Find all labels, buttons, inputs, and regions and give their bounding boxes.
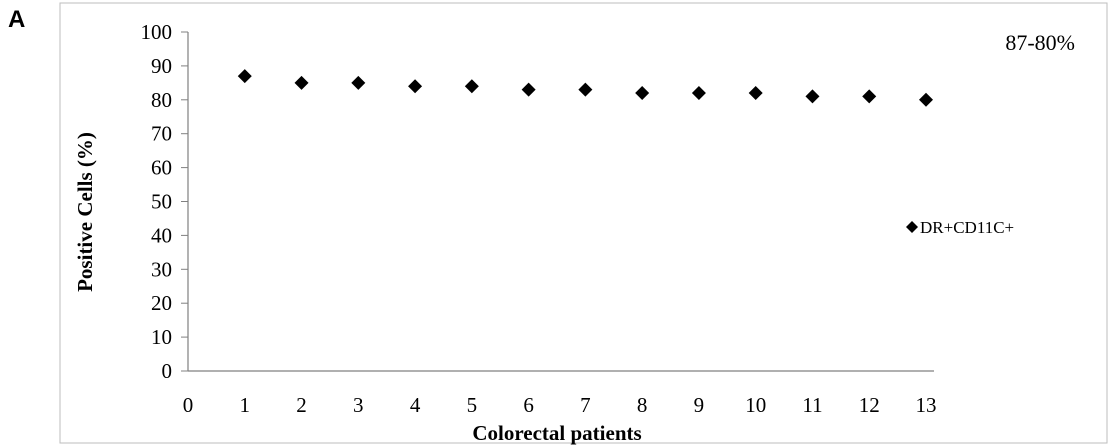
data-point — [635, 86, 650, 101]
chart-annotation: 87-80% — [1005, 30, 1075, 55]
x-tick-label: 0 — [183, 393, 194, 417]
x-tick-label: 10 — [745, 393, 766, 417]
y-tick-label: 60 — [151, 156, 172, 180]
x-tick-label: 9 — [694, 393, 705, 417]
data-point — [408, 79, 423, 94]
data-point — [919, 92, 933, 107]
y-tick-label: 50 — [151, 190, 172, 214]
x-tick-label: 1 — [240, 393, 251, 417]
x-axis-title: Colorectal patients — [472, 421, 641, 445]
data-point — [805, 89, 820, 104]
y-tick-label: 30 — [151, 257, 172, 281]
data-point — [237, 69, 252, 84]
y-tick-label: 10 — [151, 325, 172, 349]
x-tick-label: 7 — [580, 393, 591, 417]
x-tick-label: 5 — [467, 393, 478, 417]
y-tick-label: 40 — [151, 223, 172, 247]
data-point — [294, 75, 309, 90]
y-tick-label: 70 — [151, 122, 172, 146]
panel-label: A — [8, 6, 26, 33]
legend-marker-diamond-icon — [906, 221, 918, 233]
legend: DR+CD11C+ — [906, 218, 1014, 237]
data-point — [578, 82, 593, 97]
y-tick-label: 20 — [151, 291, 172, 315]
x-tick-label: 4 — [410, 393, 421, 417]
y-tick-label: 0 — [162, 359, 173, 383]
y-axis-title: Positive Cells (%) — [73, 132, 97, 292]
x-tick-label: 8 — [637, 393, 648, 417]
data-point — [862, 89, 877, 104]
legend-label: DR+CD11C+ — [920, 218, 1014, 237]
data-point — [351, 75, 366, 90]
x-tick-label: 3 — [353, 393, 364, 417]
data-point — [748, 86, 763, 101]
y-tick-label: 100 — [141, 20, 173, 44]
y-tick-label: 80 — [151, 88, 172, 112]
x-tick-label: 12 — [859, 393, 880, 417]
chart-border — [59, 2, 1108, 444]
data-point — [464, 79, 479, 94]
x-tick-label: 6 — [523, 393, 534, 417]
x-tick-label: 2 — [296, 393, 307, 417]
x-tick-label: 11 — [802, 393, 822, 417]
x-tick-label: 13 — [916, 393, 937, 417]
y-tick-label: 90 — [151, 54, 172, 78]
data-point — [691, 86, 706, 101]
data-point — [521, 82, 536, 97]
